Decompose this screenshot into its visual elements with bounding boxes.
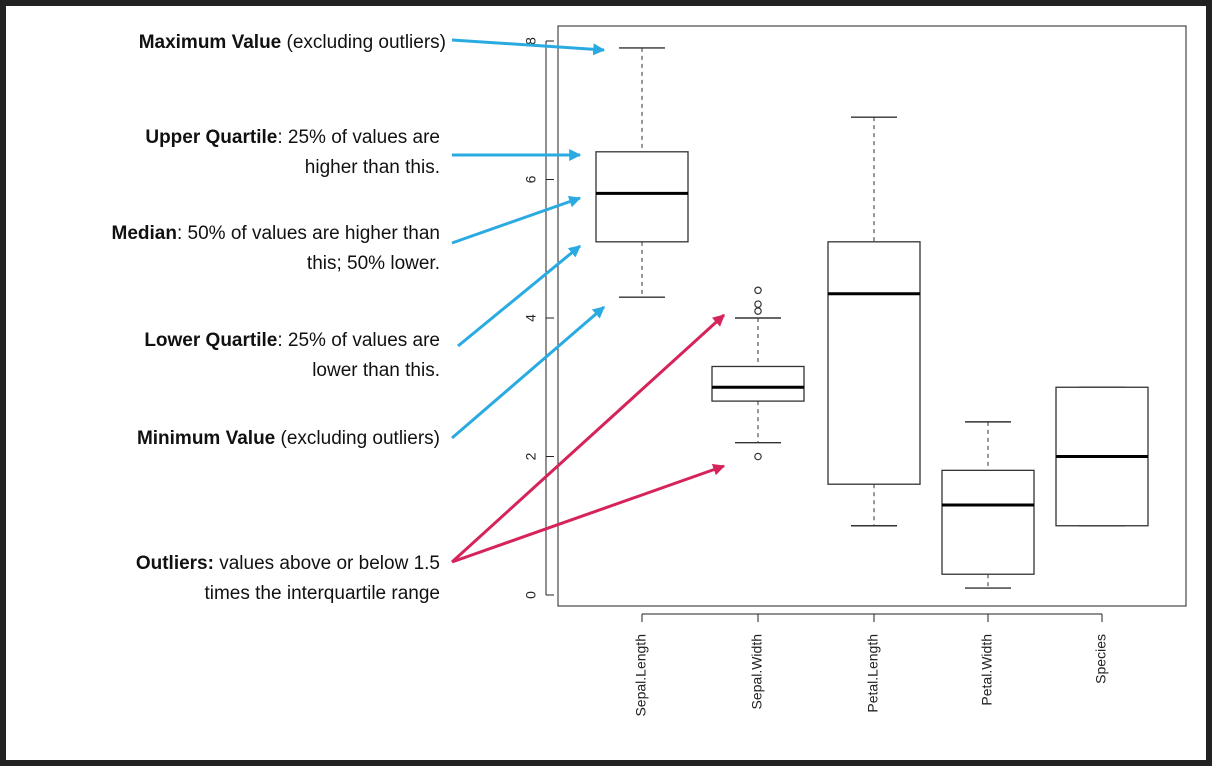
annotation-lower-quartile-title: Lower Quartile [144, 330, 277, 351]
arrow-outlier-upper [450, 313, 726, 564]
box-petal-length [827, 116, 921, 527]
annotation-median-line2: this; 50% lower. [307, 253, 440, 274]
box-petal-width [941, 421, 1035, 589]
annotation-upper-quartile-title: Upper Quartile [145, 127, 277, 148]
annotation-lower-quartile-line2: lower than this. [312, 360, 440, 381]
annotation-maximum-text: (excluding outliers) [281, 32, 446, 53]
annotation-upper-quartile: Upper Quartile: 25% of values are higher… [145, 127, 440, 178]
annotation-maximum-title: Maximum Value [139, 32, 282, 53]
y-tick-label: 4 [523, 314, 539, 322]
y-tick-label: 0 [523, 591, 539, 599]
annotation-outliers-text: values above or below 1.5 [214, 553, 440, 574]
annotation-maximum: Maximum Value (excluding outliers) [139, 32, 446, 53]
annotation-lower-quartile-text: : 25% of values are [277, 330, 440, 351]
boxplot-figure: 0 2 4 6 8 Sepal.Length Sepal.Width Petal.Lengt… [112, 25, 1187, 717]
box-species [1055, 386, 1149, 527]
annotation-lower-quartile: Lower Quartile: 25% of values are lower … [144, 330, 440, 381]
annotation-minimum: Minimum Value (excluding outliers) [137, 428, 440, 449]
annotation-upper-quartile-line2: higher than this. [305, 157, 440, 178]
outlier-point [754, 307, 762, 315]
figure-frame: 0 2 4 6 8 Sepal.Length Sepal.Width Petal.Lengt… [6, 6, 1206, 760]
plot-area [557, 25, 1187, 607]
annotation-median-text: : 50% of values are higher than [177, 223, 440, 244]
svg-text:Median: 50% of values are high: Median: 50% of values are higher than [112, 223, 440, 244]
annotation-median-title: Median [112, 223, 177, 244]
svg-text:Minimum Value (excluding outli: Minimum Value (excluding outliers) [137, 428, 440, 449]
iqr-box [941, 469, 1035, 575]
y-tick-label: 2 [523, 452, 539, 460]
iqr-box [711, 365, 805, 402]
x-tick-label: Sepal.Width [749, 634, 765, 709]
annotation-minimum-text: (excluding outliers) [275, 428, 440, 449]
annotation-median: Median: 50% of values are higher than th… [112, 223, 440, 274]
box-sepal-width [711, 286, 805, 461]
arrow-outlier-lower [451, 463, 726, 564]
boxes [595, 47, 1149, 589]
outlier-point [754, 452, 762, 461]
annotation-outliers-title: Outliers: [136, 553, 214, 574]
y-tick-label: 8 [523, 37, 539, 45]
iqr-box [595, 151, 689, 243]
x-tick-label: Petal.Width [979, 634, 995, 706]
outlier-arrows [450, 313, 726, 564]
arrow-minimum [451, 305, 605, 440]
y-axis: 0 2 4 6 8 [523, 37, 554, 599]
annotation-minimum-title: Minimum Value [137, 428, 275, 449]
svg-text:Maximum Value (excluding outli: Maximum Value (excluding outliers) [139, 32, 446, 53]
x-axis: Sepal.Length Sepal.Width Petal.Length Petal… [633, 613, 1109, 717]
arrow-lower-quartile [457, 244, 581, 348]
outlier-point [754, 300, 762, 308]
svg-text:Lower Quartile: 25% of values: Lower Quartile: 25% of values are [144, 330, 440, 351]
iqr-box [827, 241, 921, 485]
annotation-outliers-line2: times the interquartile range [204, 583, 440, 604]
y-tick-label: 6 [523, 175, 539, 183]
x-tick-label: Petal.Length [865, 634, 881, 713]
outlier-point [754, 286, 762, 295]
annotation-arrows [451, 38, 606, 440]
box-sepal-length [595, 47, 689, 298]
annotation-upper-quartile-text: : 25% of values are [277, 127, 440, 148]
annotation-outliers: Outliers: values above or below 1.5 time… [136, 553, 440, 604]
svg-text:Upper Quartile: 25% of values: Upper Quartile: 25% of values are [145, 127, 440, 148]
x-tick-label: Species [1093, 634, 1109, 684]
svg-text:Outliers: values above or belo: Outliers: values above or below 1.5 [136, 553, 440, 574]
arrow-maximum [451, 38, 606, 56]
arrow-median [451, 195, 582, 245]
x-tick-label: Sepal.Length [633, 634, 649, 717]
